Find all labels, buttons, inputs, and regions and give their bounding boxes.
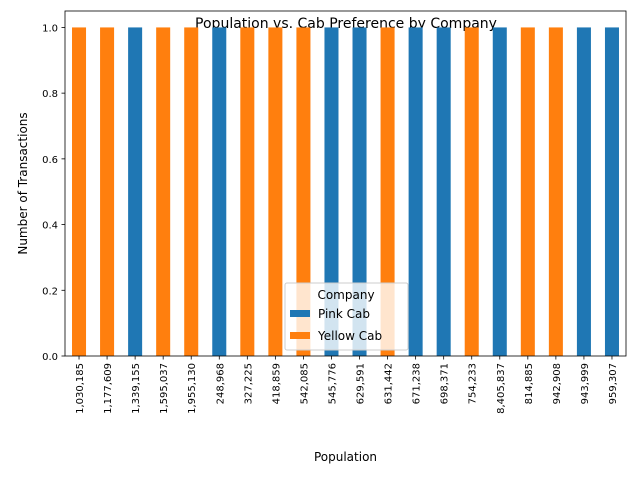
- legend-swatch-yellow-cab: [290, 332, 310, 339]
- y-axis-label: Number of Transactions: [16, 112, 30, 254]
- bar-yellow-cab-11: [380, 27, 395, 357]
- y-tick-label: 0.6: [42, 155, 58, 166]
- x-tick-label: 814,885: [524, 363, 535, 404]
- x-tick-label: 327,225: [243, 363, 254, 404]
- x-tick-label: 1,177,609: [103, 363, 114, 414]
- bar-pink-cab-19: [604, 27, 619, 357]
- x-tick-label: 754,233: [468, 363, 479, 404]
- bar-yellow-cab-17: [548, 27, 563, 357]
- x-tick-label: 629,591: [356, 363, 367, 404]
- x-tick-label: 698,371: [440, 363, 451, 404]
- bar-pink-cab-9: [324, 27, 339, 357]
- x-tick-label: 943,999: [580, 363, 591, 404]
- x-tick-label: 248,968: [215, 363, 226, 404]
- plot-frame: [64, 10, 627, 357]
- legend: Company Pink Cab Yellow Cab: [284, 282, 409, 351]
- legend-swatch-pink-cab: [290, 310, 310, 317]
- bar-yellow-cab-0: [72, 27, 87, 357]
- legend-label-pink-cab: Pink Cab: [318, 307, 370, 321]
- bar-yellow-cab-4: [184, 27, 199, 357]
- legend-label-yellow-cab: Yellow Cab: [317, 329, 382, 343]
- x-tick-label: 1,595,037: [159, 363, 170, 414]
- legend-box: [284, 282, 409, 351]
- bar-yellow-cab-3: [156, 27, 171, 357]
- x-tick-label: 542,085: [299, 363, 310, 404]
- bars-layer: [72, 27, 619, 357]
- bar-yellow-cab-1: [100, 27, 115, 357]
- y-axis: 0.0 0.2 0.4 0.6 0.8 1.0: [42, 23, 65, 363]
- y-tick-label: 0.8: [42, 89, 58, 100]
- x-tick-label: 545,776: [327, 363, 338, 404]
- bar-pink-cab-13: [436, 27, 451, 357]
- x-axis: 1,030,185 1,177,609 1,339,155 1,595,037 1,95…: [75, 356, 619, 414]
- bar-pink-cab-5: [212, 27, 227, 357]
- bar-pink-cab-12: [408, 27, 423, 357]
- bar-yellow-cab-8: [296, 27, 311, 357]
- y-tick-label: 0.2: [42, 286, 58, 297]
- bar-pink-cab-15: [492, 27, 507, 357]
- bar-yellow-cab-7: [268, 27, 283, 357]
- bar-yellow-cab-6: [240, 27, 255, 357]
- y-tick-label: 1.0: [42, 23, 58, 34]
- legend-title: Company: [317, 288, 374, 302]
- y-tick-label: 0.4: [42, 221, 58, 232]
- bar-yellow-cab-14: [464, 27, 479, 357]
- x-tick-label: 418,859: [271, 363, 282, 404]
- x-tick-label: 1,955,130: [187, 363, 198, 414]
- bar-yellow-cab-16: [520, 27, 535, 357]
- x-tick-label: 959,307: [608, 363, 619, 404]
- y-tick-label: 0.0: [42, 352, 58, 363]
- x-tick-label: 1,030,185: [75, 363, 86, 414]
- bar-pink-cab-18: [576, 27, 591, 357]
- x-tick-label: 942,908: [552, 363, 563, 404]
- bar-pink-cab-10: [352, 27, 367, 357]
- x-tick-label: 671,238: [412, 363, 423, 404]
- x-tick-label: 631,442: [384, 363, 395, 404]
- x-tick-label: 8,405,837: [496, 363, 507, 414]
- x-axis-label: Population: [314, 450, 377, 464]
- bar-pink-cab-2: [128, 27, 143, 357]
- x-tick-label: 1,339,155: [131, 363, 142, 414]
